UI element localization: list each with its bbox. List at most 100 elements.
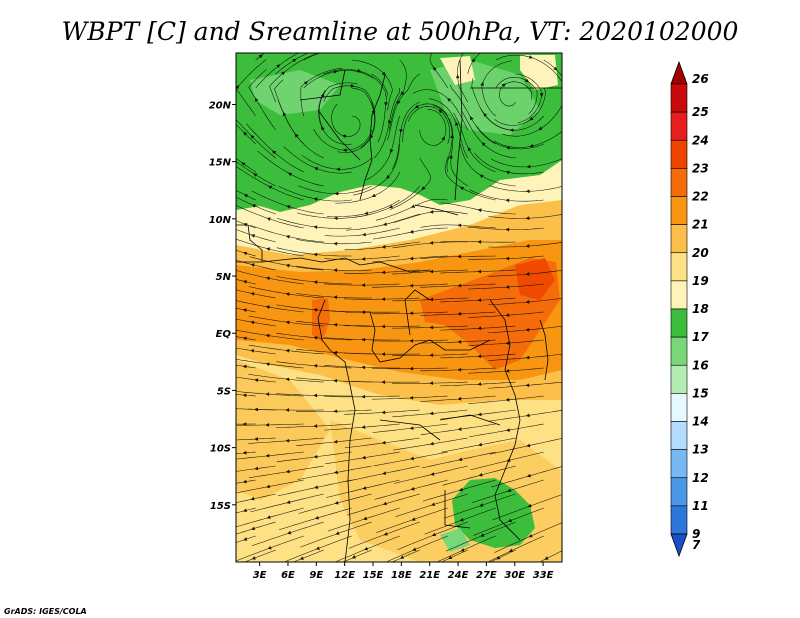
streamline-arrow xyxy=(414,104,419,109)
streamline-arrow xyxy=(429,297,434,302)
colorbar-swatch xyxy=(670,224,688,254)
streamline-arrow xyxy=(381,352,386,356)
streamline-arrow xyxy=(285,320,290,325)
streamline-arrow xyxy=(266,515,271,519)
streamline-arrow xyxy=(294,133,299,138)
streamline xyxy=(303,53,377,61)
streamline-arrow xyxy=(254,378,259,382)
colorbar-label: 21 xyxy=(692,218,709,232)
streamline-arrow xyxy=(412,547,417,551)
colorbar-label: 18 xyxy=(692,302,709,316)
streamline-arrow xyxy=(409,456,415,461)
streamline-arrow xyxy=(421,186,426,191)
lon-label: 18E xyxy=(391,570,412,581)
lon-label: 27E xyxy=(476,570,497,581)
streamline-arrow xyxy=(505,341,510,345)
streamline-arrow xyxy=(313,424,318,428)
streamline-arrow xyxy=(285,235,290,239)
streamline-arrow xyxy=(243,194,249,198)
colorbar-label: 12 xyxy=(692,471,709,485)
streamline-arrow xyxy=(361,310,366,315)
streamline-arrow xyxy=(496,555,501,560)
colorbar-label: 11 xyxy=(692,499,709,513)
streamline-arrow xyxy=(313,197,318,201)
streamline-arrow xyxy=(433,66,437,71)
streamline-arrow xyxy=(526,443,531,448)
streamline-arrow xyxy=(430,472,435,476)
streamline-arrow xyxy=(250,292,255,296)
lat-label: 10S xyxy=(210,444,231,455)
streamline-arrow xyxy=(431,532,437,537)
streamline-arrow xyxy=(265,305,270,309)
streamline-arrow xyxy=(477,326,482,331)
streamline-arrow xyxy=(313,308,318,312)
streamline-arrow xyxy=(243,537,248,541)
streamline-arrow xyxy=(251,556,256,560)
streamline-arrow xyxy=(276,64,281,69)
streamline-arrow xyxy=(429,381,434,385)
streamline-arrow xyxy=(333,295,338,300)
streamline-arrow xyxy=(457,427,462,431)
streamline-arrow xyxy=(335,531,340,535)
lon-label: 15E xyxy=(363,570,384,581)
lat-label: 5S xyxy=(217,386,231,397)
colorbar-swatch xyxy=(670,449,688,479)
streamline-arrow xyxy=(285,348,290,353)
streamline-arrow xyxy=(250,496,255,501)
streamline-arrow xyxy=(313,252,318,257)
field-orange-south-2 xyxy=(236,360,330,500)
streamline-arrow xyxy=(526,164,531,169)
colorbar-swatch xyxy=(670,308,688,338)
streamline-arrow xyxy=(314,515,319,520)
streamline-arrow xyxy=(429,325,434,330)
colorbar-label: 17 xyxy=(692,330,709,344)
streamline-arrow xyxy=(362,486,367,490)
streamline-arrow xyxy=(258,54,263,59)
streamline-arrow xyxy=(389,149,394,154)
streamline-arrow xyxy=(381,410,386,415)
streamline-arrow xyxy=(400,91,405,96)
colorbar: 26 25 24 23 22 21 20 19 18 17 16 15 14 13 12 11 97 xyxy=(670,60,709,558)
colorbar-swatch xyxy=(670,477,688,507)
streamline-arrow xyxy=(409,283,414,288)
streamline-arrow xyxy=(429,353,434,358)
streamline-arrow xyxy=(243,131,248,136)
streamline-arrow xyxy=(242,251,248,256)
streamline-arrow xyxy=(477,240,482,244)
streamline-arrow xyxy=(448,555,453,559)
colorbar-swatch xyxy=(670,168,688,197)
streamline-arrow xyxy=(508,548,513,552)
colorbar-swatch xyxy=(670,139,688,169)
lon-label: 33E xyxy=(533,570,554,581)
streamline-arrow xyxy=(480,81,484,86)
streamline-arrow xyxy=(250,320,255,325)
streamline-arrow xyxy=(441,136,445,141)
streamline-arrow xyxy=(336,167,341,172)
streamline-arrow xyxy=(481,142,486,147)
colorbar-label: 24 xyxy=(692,133,709,147)
streamline-arrow xyxy=(250,526,256,531)
streamline-arrow xyxy=(430,502,436,506)
streamline-arrow xyxy=(469,116,474,121)
streamline-arrow xyxy=(384,102,388,107)
lat-label: 5N xyxy=(216,272,232,283)
colorbar-label: 25 xyxy=(692,105,709,119)
streamline-arrow xyxy=(429,441,434,446)
streamline-arrow xyxy=(527,503,532,508)
streamline-arrow xyxy=(528,55,533,59)
streamline-arrow xyxy=(334,191,339,196)
map-title: WBPT [C] and Sreamline at 500hPa, VT: 20… xyxy=(62,17,739,46)
streamline-arrow xyxy=(350,84,355,88)
streamline-arrow xyxy=(525,216,530,221)
streamline-arrow xyxy=(477,208,482,213)
streamline-arrow xyxy=(525,383,530,388)
streamline-arrow xyxy=(272,150,277,155)
streamline-arrow xyxy=(268,185,273,190)
streamline-arrow xyxy=(457,367,462,372)
streamline-arrow xyxy=(506,458,511,462)
colorbar-label: 20 xyxy=(692,246,709,260)
streamline-arrow xyxy=(251,204,256,208)
streamline-arrow xyxy=(382,501,387,506)
streamline-arrow xyxy=(409,229,414,234)
streamline-arrow xyxy=(266,217,271,221)
